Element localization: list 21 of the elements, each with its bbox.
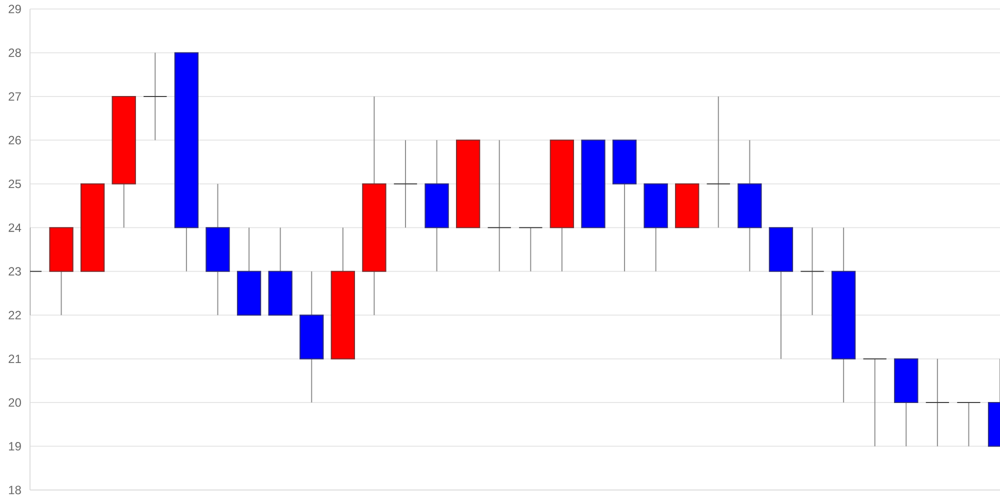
candlestick [956, 402, 981, 447]
y-tick-label: 19 [9, 442, 21, 451]
y-tick-label: 20 [8, 398, 21, 407]
y-tick-label: 27 [8, 92, 21, 101]
y-tick-label: 21 [8, 354, 21, 364]
y-tick-label: 28 [8, 48, 21, 57]
candlestick [393, 140, 418, 228]
y-tick-label: 25 [8, 180, 21, 188]
candlestick [143, 52, 168, 141]
y-tick-label: 23 [8, 267, 21, 276]
y-tick-label: 18 [9, 486, 21, 494]
candlestick [862, 358, 887, 447]
y-tick-label: 26 [8, 136, 21, 144]
y-tick-label: 24 [8, 223, 22, 232]
candlestick [925, 358, 950, 447]
y-tick-label: 29 [8, 4, 21, 14]
candlestick [518, 227, 543, 272]
candlestick [487, 140, 512, 272]
candlestick [800, 227, 824, 316]
y-tick-label: 22 [8, 310, 21, 320]
candlestick [706, 96, 730, 228]
